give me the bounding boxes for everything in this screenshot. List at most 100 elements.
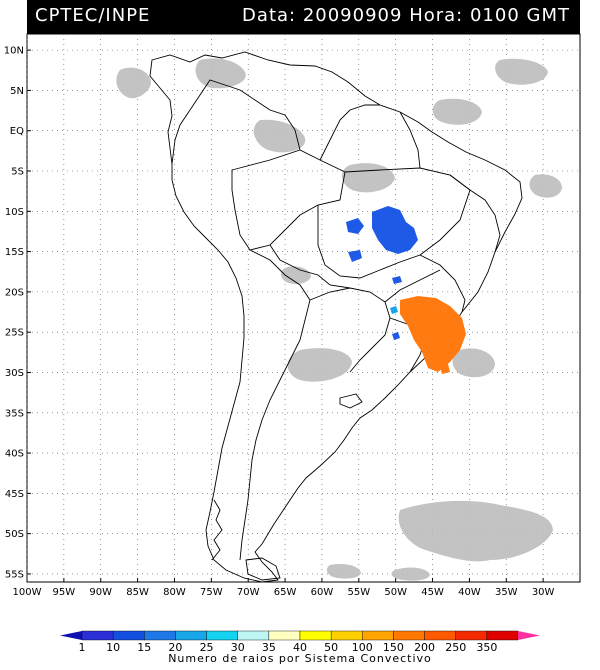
lat-tick-label: 15S [5,247,24,258]
country-border [449,174,501,253]
legend-label: 40 [293,641,307,654]
lon-tick-label: 65W [274,587,297,598]
cloud-field [116,58,562,581]
lat-tick-label: 25S [5,328,24,339]
legend-swatch [299,630,332,641]
legend-label: 1 [79,641,86,654]
cloud-patch [253,119,306,153]
legend-label: 150 [383,641,404,654]
legend-label: 20 [168,641,182,654]
lat-tick-label: 10S [5,207,24,218]
lon-tick-label: 85W [126,587,149,598]
legend-swatch [112,630,145,641]
legend-swatch [362,630,394,641]
legend-label: 200 [414,641,435,654]
cloud-patch [432,98,482,125]
agency-label: CPTEC/INPE [35,5,151,26]
system-southeast-brazil [400,296,466,372]
legend-label: 30 [231,641,245,654]
system-small-orange [440,364,450,374]
legend-label: 10 [106,641,120,654]
lat-tick-label: 40S [5,449,24,460]
convective-systems [346,206,466,374]
cloud-patch [195,58,246,89]
country-border [319,104,380,161]
lat-tick-label: 35S [5,408,24,419]
country-border [309,287,391,373]
cloud-patch [529,174,562,198]
longitude-ticks: 100W 95W 90W 85W 80W 75W 70W 65W 60W 55W 50W 45W 40W… [13,578,555,598]
country-border [419,254,466,313]
chile-archipelago [211,499,223,561]
system-small-blue [392,276,402,284]
legend-label: 250 [445,641,466,654]
lon-tick-label: 55W [347,587,370,598]
lon-tick-label: 50W [384,587,407,598]
cloud-patch [326,563,361,579]
country-border [399,111,421,169]
country-border [239,249,311,561]
lon-tick-label: 70W [237,587,260,598]
system-central-brazil-south [348,250,362,262]
legend-label: 25 [200,641,214,654]
legend-label: 50 [324,641,338,654]
cloud-patch [391,567,430,581]
lon-tick-label: 45W [421,587,444,598]
timestamp: Data: 20090909 Hora: 0100 GMT [242,5,570,26]
legend-swatch [455,630,488,641]
cloud-patch [341,163,395,193]
lat-tick-label: 20S [5,287,24,298]
lat-tick-label: 10N [4,46,24,57]
cloud-patch [495,58,548,85]
graticule [26,34,580,582]
lat-tick-label: 30S [5,368,24,379]
map-frame [26,33,581,583]
legend-swatch [268,630,301,641]
lat-tick-label: 5N [10,86,24,97]
cloud-patch [287,348,352,382]
color-legend: 1 10 15 20 25 30 35 40 50 100 150 200 250 350 [60,630,540,654]
legend-swatch [144,630,176,641]
date-value: 20090909 [302,5,403,26]
falkland-islands [339,393,363,409]
country-border [231,149,346,251]
time-label: Hora: [409,5,464,26]
lat-tick-label: 55S [5,569,24,580]
lon-tick-label: 90W [89,587,112,598]
legend-label: 350 [476,641,497,654]
legend-max-arrow [518,631,540,640]
legend-swatch [393,630,425,641]
legend-swatch [237,630,270,641]
legend-label: 100 [352,641,373,654]
timezone: GMT [526,5,570,26]
legend-swatch [424,630,456,641]
system-central-brazil-west [346,218,364,234]
country-border [317,167,471,279]
legend-swatch [330,630,363,641]
lon-tick-label: 95W [53,587,76,598]
latitude-ticks: 10N 5N EQ 5S 10S 15S 20S 25S 30S 35S 40S 45S 50S 55S [4,46,31,580]
legend-swatch [175,630,207,641]
cloud-patch [398,500,553,562]
lat-tick-label: 50S [5,529,24,540]
lon-tick-label: 80W [163,587,186,598]
legend-min-arrow [60,631,82,640]
map-header: CPTEC/INPE Data: 20090909 Hora: 0100 GMT [27,0,580,34]
legend-swatch [81,630,114,641]
country-border [384,269,441,303]
system-central-brazil [372,206,418,254]
system-small-blue-2 [392,332,400,340]
lon-tick-label: 75W [200,587,223,598]
lon-tick-label: 35W [495,587,518,598]
lon-tick-label: 60W [311,587,334,598]
legend-swatch [486,630,519,641]
time-value: 0100 [469,5,520,26]
lat-tick-label: 45S [5,489,24,500]
country-border [269,244,351,289]
lon-tick-label: 30W [532,587,555,598]
legend-label: 35 [262,641,276,654]
cloud-patch [452,348,495,378]
system-small-cyan [390,306,398,314]
legend-swatch [206,630,238,641]
